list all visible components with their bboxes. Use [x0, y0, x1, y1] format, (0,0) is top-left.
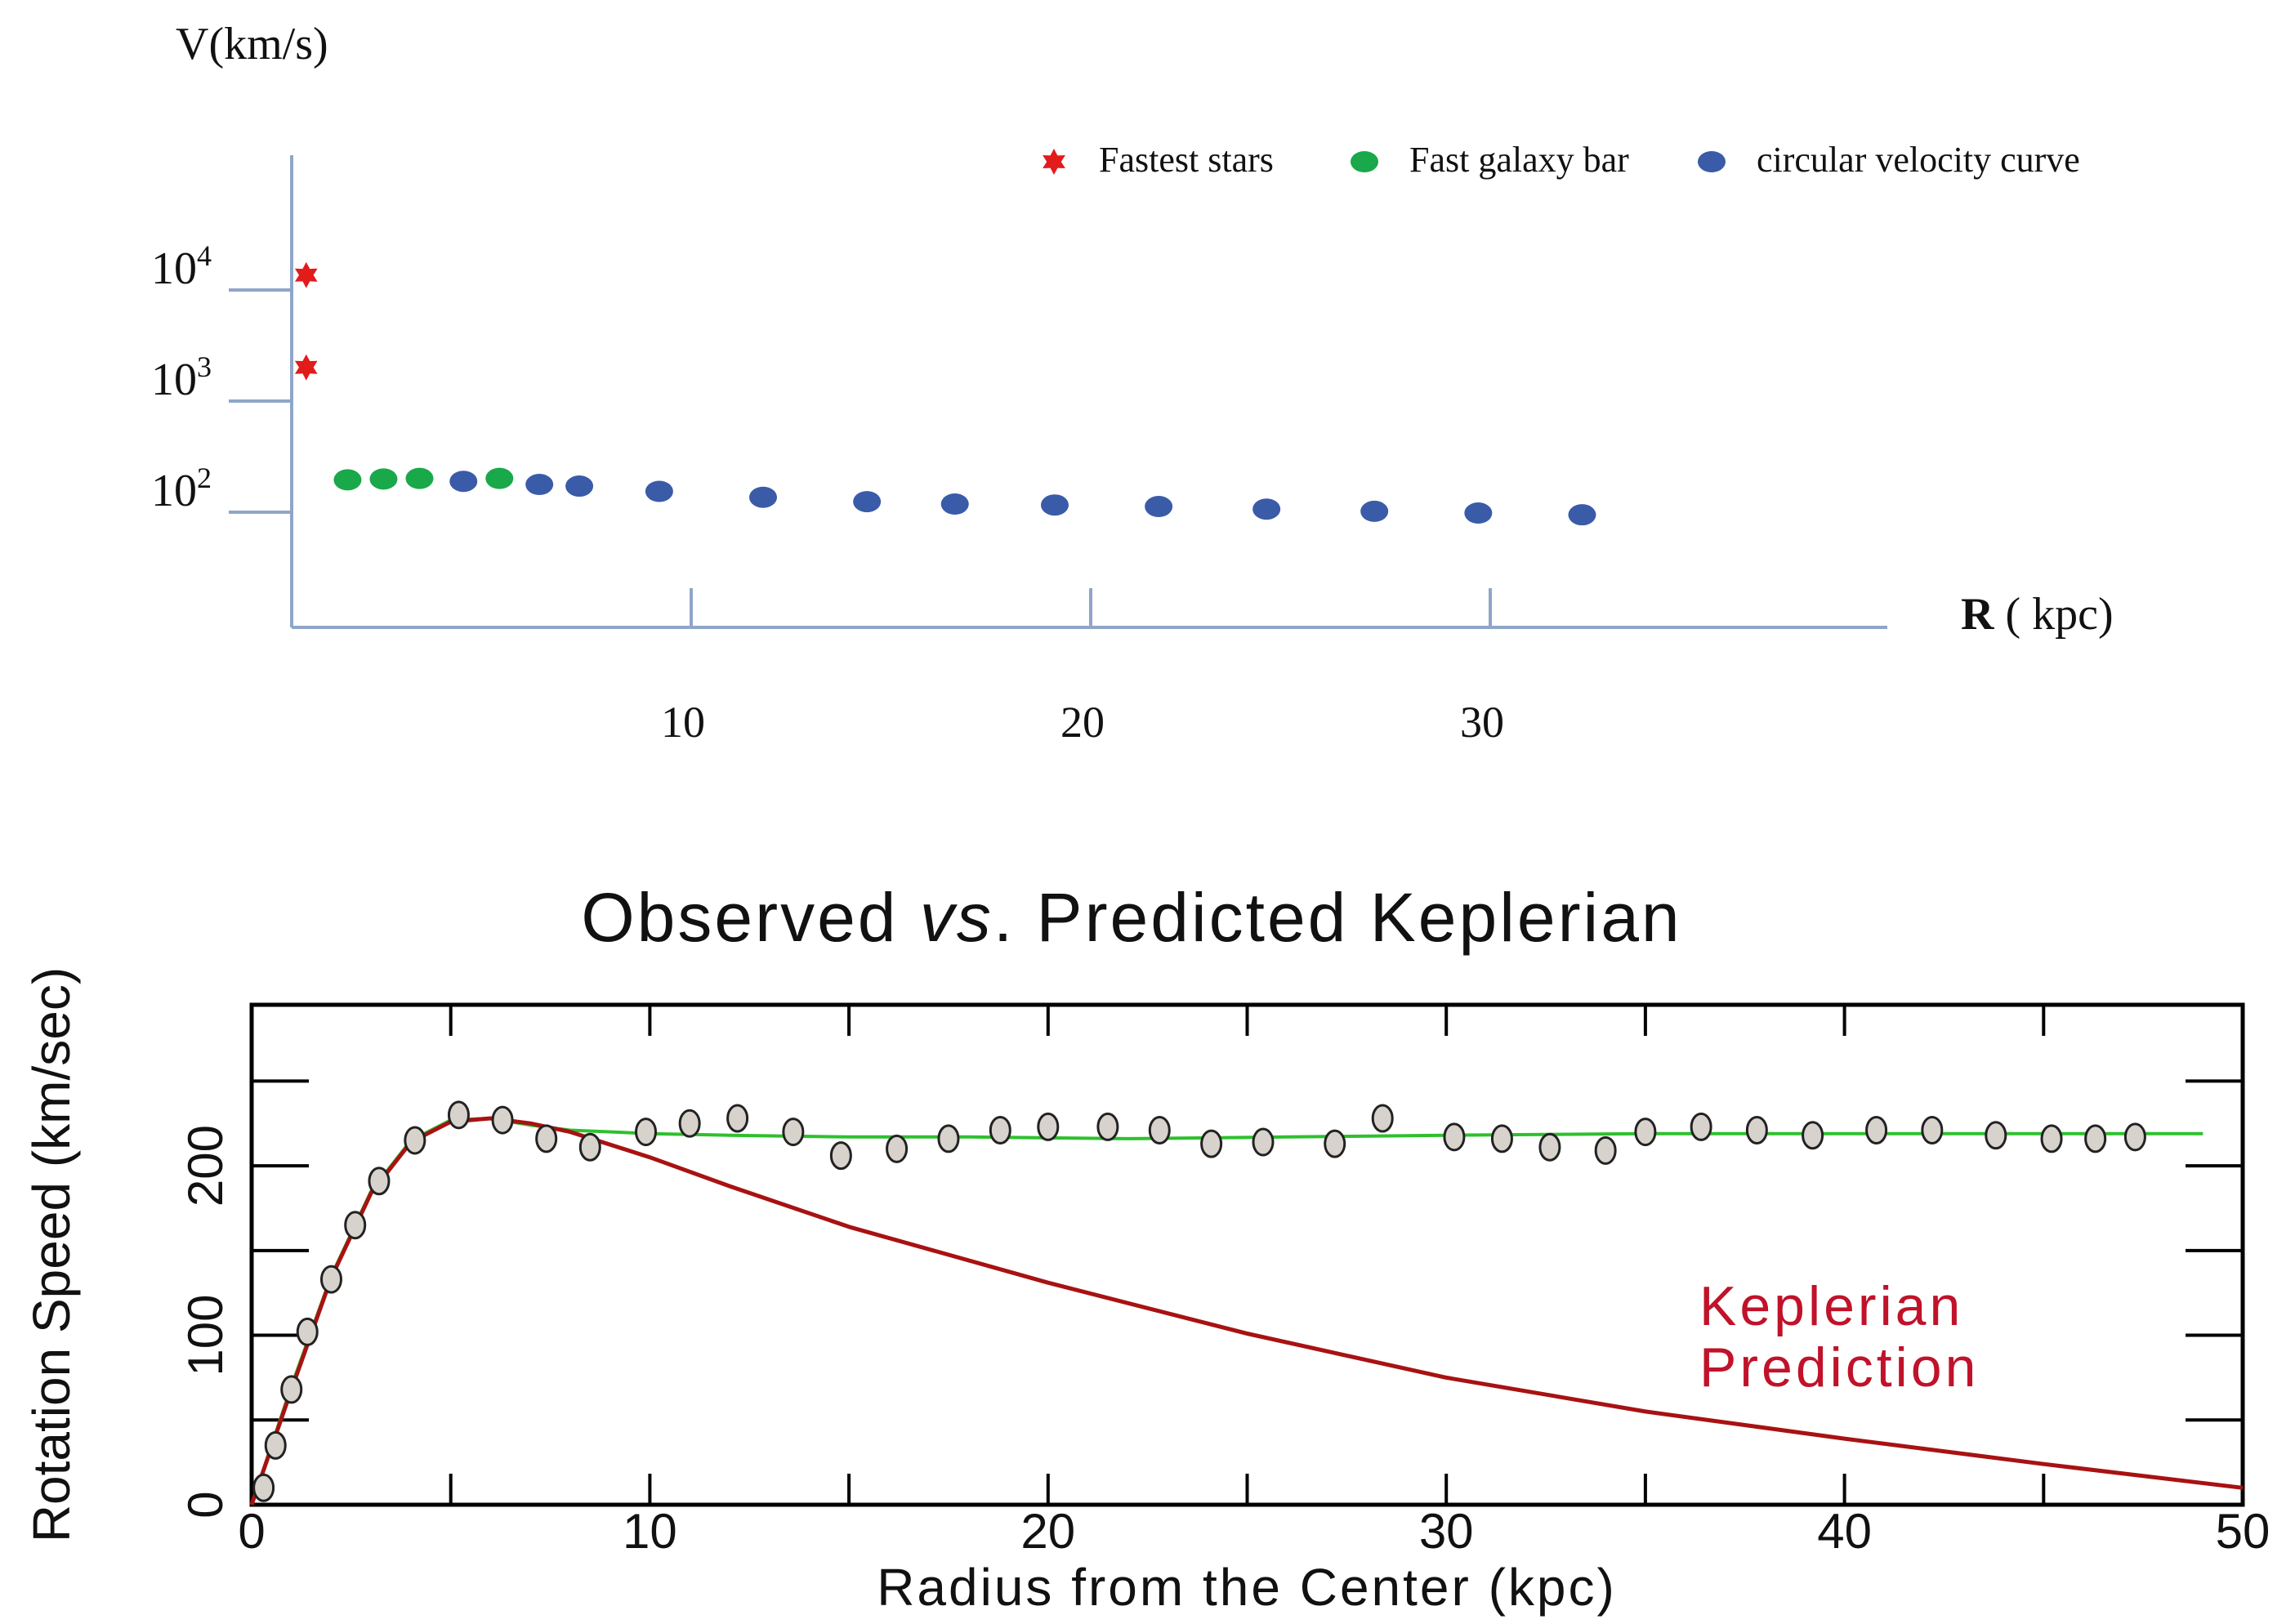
- observed-point: [1490, 1124, 1513, 1153]
- observed-point: [886, 1134, 909, 1163]
- circular-velocity-curve-point: [940, 493, 969, 515]
- observed-point: [319, 1265, 342, 1294]
- observed-point: [989, 1116, 1011, 1145]
- fast-galaxy-bar-point: [405, 467, 434, 489]
- fast-galaxy-bar-point: [485, 467, 514, 489]
- observed-point: [937, 1124, 960, 1153]
- legend: Fastest stars Fast galaxy bar circular vel…: [1043, 140, 2080, 180]
- observed-point: [264, 1430, 287, 1460]
- keplerian-annotation-line2: Prediction: [1699, 1336, 1979, 1399]
- y-tick-label: 102: [151, 462, 212, 516]
- legend-label: circular velocity curve: [1757, 140, 2080, 180]
- circular-velocity-curve-point: [525, 474, 554, 496]
- circular-velocity-curve-point: [449, 471, 478, 493]
- y-tick-label: 200: [178, 1125, 233, 1207]
- y-tick-label: 104: [151, 239, 212, 294]
- observed-point: [1594, 1135, 1617, 1165]
- circular-velocity-curve-point: [645, 480, 673, 502]
- observed-point: [1200, 1129, 1223, 1158]
- circular-velocity-curve-point: [1464, 502, 1493, 524]
- observed-point: [1148, 1116, 1171, 1145]
- circular-velocity-curve-point: [1252, 498, 1281, 520]
- observed-point: [280, 1375, 303, 1404]
- observed-point: [829, 1141, 852, 1171]
- observed-point: [447, 1100, 470, 1130]
- circular-velocity-curve-point: [1360, 500, 1389, 522]
- observed-point: [1371, 1104, 1394, 1133]
- observed-point: [1252, 1127, 1275, 1157]
- legend-circle-marker: [1698, 151, 1726, 172]
- y-axis-label: Rotation Speed (km/sec): [22, 967, 81, 1542]
- legend-label: Fast galaxy bar: [1409, 140, 1629, 180]
- keplerian-annotation-line1: Keplerian: [1699, 1275, 1963, 1337]
- observed-point: [404, 1126, 426, 1155]
- legend-star-marker: [1043, 149, 1065, 175]
- circular-velocity-curve-point: [1040, 494, 1069, 516]
- observed-point: [1921, 1116, 1944, 1145]
- observed-point: [1865, 1116, 1888, 1145]
- circular-velocity-curve-point: [1145, 496, 1173, 518]
- observed-point: [782, 1118, 805, 1147]
- observed-point: [678, 1109, 701, 1138]
- observed-point: [368, 1167, 391, 1196]
- fastest-star-point: [294, 261, 318, 288]
- plot-frame: [249, 1002, 2245, 1507]
- observed-point: [1037, 1112, 1060, 1141]
- axis-ticks: 10 20 30 102 103 104: [151, 239, 1504, 747]
- y-tick-label: 100: [178, 1294, 233, 1376]
- legend-circle-marker: [1351, 151, 1378, 172]
- axis-ticks: 0 10 20 30 40 50 0 100 200: [178, 1005, 2270, 1559]
- observed-points: [252, 1100, 2146, 1502]
- velocity-log-chart: V(km/s) R ( kpc) 10 20 30 102 103 104 Fastest…: [151, 19, 2114, 747]
- x-tick-label: 20: [1020, 1504, 1075, 1559]
- observed-point: [726, 1104, 749, 1133]
- circular-velocity-curve-point: [565, 475, 594, 497]
- observed-point: [344, 1211, 367, 1240]
- x-axis-label: R ( kpc): [1961, 589, 2114, 640]
- chart-title: Observed vs. Predicted Keplerian: [581, 879, 1681, 956]
- observed-point: [252, 1473, 275, 1502]
- observed-point: [491, 1105, 514, 1135]
- observed-point: [1443, 1122, 1466, 1152]
- observed-point: [1690, 1112, 1712, 1141]
- observed-point: [1096, 1112, 1119, 1141]
- y-tick-label: 0: [178, 1491, 233, 1518]
- observed-point: [296, 1317, 319, 1346]
- x-axis-label: Radius from the Center (kpc): [877, 1558, 1617, 1617]
- x-tick-label: 40: [1817, 1504, 1872, 1559]
- observed-point: [2040, 1124, 2063, 1153]
- observed-point: [1802, 1121, 1824, 1150]
- x-tick-label: 50: [2216, 1504, 2270, 1559]
- observed-point: [1538, 1132, 1561, 1162]
- fast-galaxy-bar-point: [369, 468, 398, 490]
- observed-point: [2084, 1124, 2107, 1153]
- observed-point: [578, 1132, 601, 1162]
- observed-point: [2123, 1122, 2146, 1152]
- fastest-star-point: [294, 354, 318, 381]
- keplerian-curve: [249, 1116, 2244, 1506]
- x-tick-label: 10: [623, 1504, 677, 1559]
- data-points: [294, 261, 1596, 526]
- circular-velocity-curve-point: [853, 491, 882, 513]
- y-axis-label: V(km/s): [176, 19, 328, 69]
- legend-label: Fastest stars: [1099, 140, 1274, 180]
- circular-velocity-curve-point: [1568, 504, 1596, 526]
- rotation-curve-chart: Observed vs. Predicted Keplerian Rotatio…: [22, 879, 2270, 1617]
- x-tick-label: 10: [661, 698, 705, 747]
- observed-point: [1634, 1118, 1657, 1147]
- observed-point: [1745, 1116, 1768, 1145]
- y-tick-label: 103: [151, 350, 212, 405]
- observed-point: [535, 1124, 558, 1153]
- x-tick-label: 20: [1060, 698, 1105, 747]
- observed-point: [1985, 1121, 2007, 1150]
- x-tick-label: 30: [1460, 698, 1504, 747]
- observed-point: [635, 1118, 658, 1147]
- circular-velocity-curve-point: [749, 486, 778, 508]
- fast-galaxy-bar-point: [333, 469, 362, 491]
- x-tick-label: 0: [238, 1504, 265, 1559]
- observed-point: [1324, 1129, 1346, 1158]
- x-tick-label: 30: [1419, 1504, 1474, 1559]
